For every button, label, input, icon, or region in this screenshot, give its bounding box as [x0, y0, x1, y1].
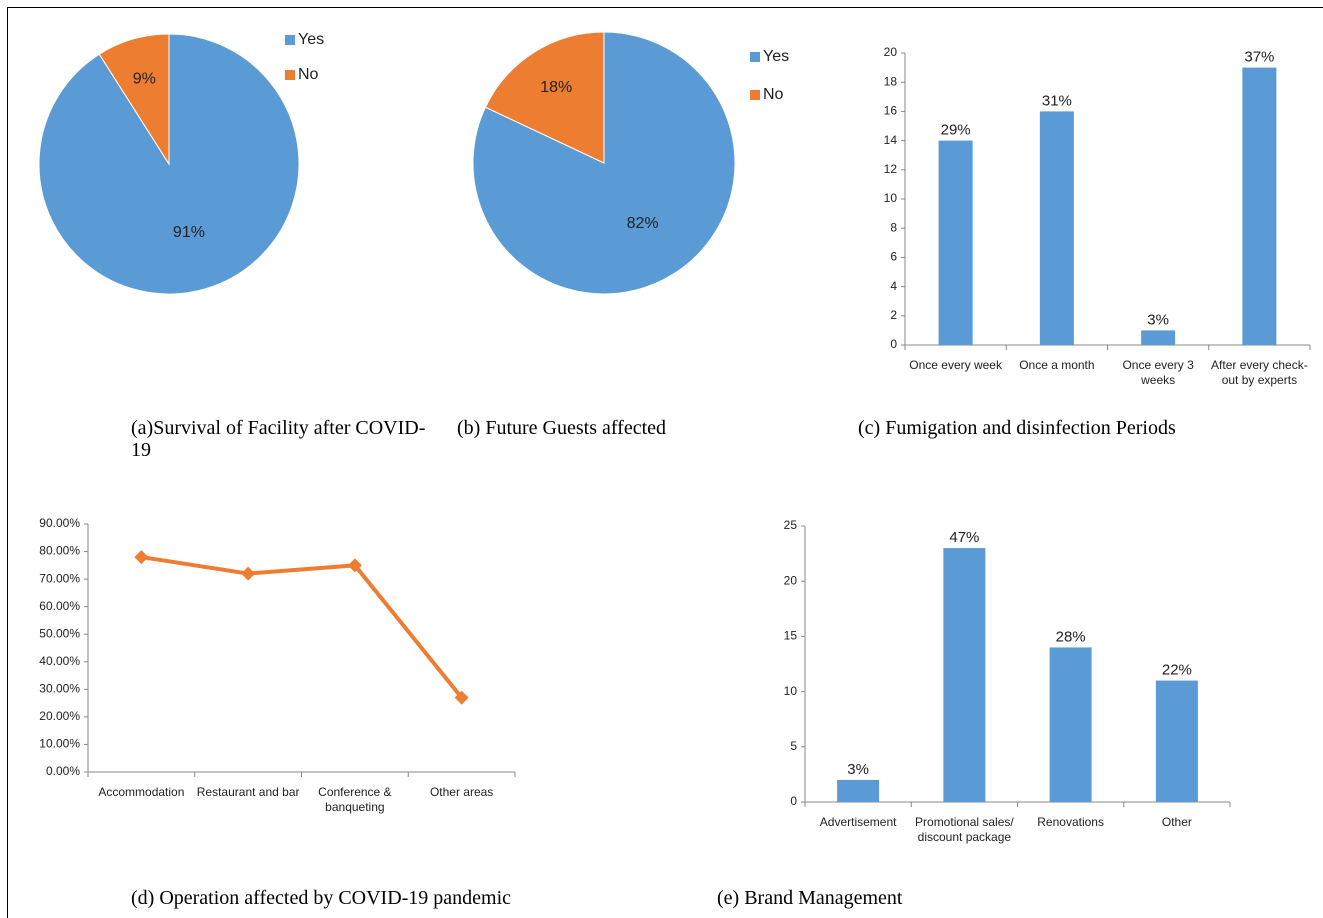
x-tick-label: Advertisement — [819, 815, 897, 829]
x-tick-label: Promotional sales/ discount package — [915, 815, 1014, 844]
bar — [1141, 330, 1176, 345]
line — [141, 555, 464, 699]
y-tick-label: 70.00% — [39, 571, 80, 585]
marker — [454, 690, 469, 705]
y-tick-label: 60.00% — [39, 599, 80, 613]
y-tick-label: 6 — [890, 250, 897, 264]
bar-annotation: 31% — [1042, 92, 1072, 109]
y-tick-label: 2 — [890, 308, 897, 322]
x-tick-label: Restaurant and bar — [196, 785, 300, 799]
marker — [241, 566, 256, 581]
y-tick-label: 30.00% — [39, 682, 80, 696]
y-tick-label: 90.00% — [39, 516, 80, 530]
legend-swatch — [285, 70, 295, 80]
y-tick-label: 20 — [884, 45, 898, 59]
x-tick-label: Conference & banqueting — [318, 785, 392, 814]
frame — [7, 7, 1323, 918]
legend-swatch — [285, 35, 295, 45]
y-tick-label: 0 — [790, 794, 797, 808]
legend-label: No — [298, 66, 319, 83]
caption: (b) Future Guests affected — [457, 417, 667, 439]
legend-label: No — [763, 86, 784, 103]
slice-label: 9% — [133, 70, 156, 87]
bar-annotation: 29% — [941, 122, 971, 139]
bar — [938, 140, 973, 345]
x-tick-label: Accommodation — [98, 785, 185, 799]
y-tick-label: 0 — [890, 337, 897, 351]
legend-swatch — [750, 90, 760, 100]
bar-annotation: 3% — [847, 761, 869, 778]
y-tick-label: 25 — [784, 518, 798, 532]
y-tick-label: 10 — [784, 684, 798, 698]
y-tick-label: 12 — [884, 162, 898, 176]
bar — [1039, 111, 1074, 346]
legend-label: Yes — [298, 31, 324, 48]
pie-slice — [484, 31, 605, 164]
x-tick-label: Renovations — [1037, 815, 1104, 829]
bar — [1049, 647, 1092, 802]
caption: (c) Fumigation and disinfection Periods — [858, 417, 1176, 439]
bar-annotation: 37% — [1244, 49, 1274, 66]
y-tick-label: 8 — [890, 220, 897, 234]
bar-annotation: 3% — [1147, 311, 1169, 328]
caption: (e) Brand Management — [717, 887, 903, 909]
bar — [837, 779, 880, 802]
y-tick-label: 18 — [884, 74, 898, 88]
pie-slice — [38, 33, 300, 295]
caption: (d) Operation affected by COVID-19 pande… — [131, 887, 512, 909]
slice-label: 91% — [173, 224, 205, 241]
y-tick-label: 16 — [884, 104, 898, 118]
bar-annotation: 47% — [949, 529, 979, 546]
bar-annotation: 28% — [1056, 628, 1086, 645]
bar — [1155, 680, 1198, 802]
x-tick-label: Other areas — [429, 785, 494, 799]
slice-label: 82% — [627, 215, 659, 232]
pie-slice — [98, 33, 170, 166]
y-tick-label: 40.00% — [39, 654, 80, 668]
x-tick-label: Other — [1161, 815, 1192, 829]
pie-slice — [472, 31, 736, 295]
x-tick-label: Once every week — [909, 358, 1002, 372]
y-tick-label: 5 — [790, 739, 797, 753]
x-tick-label: Once a month — [1019, 358, 1095, 372]
legend-swatch — [750, 52, 760, 62]
caption: (a)Survival of Facility after COVID-19 — [131, 417, 426, 461]
marker — [347, 558, 362, 573]
y-tick-label: 20.00% — [39, 709, 80, 723]
bar-annotation: 22% — [1162, 662, 1192, 679]
marker — [134, 550, 149, 565]
slice-label: 18% — [540, 79, 572, 96]
legend-label: Yes — [763, 48, 789, 65]
bar — [943, 548, 986, 802]
y-tick-label: 0.00% — [46, 764, 80, 778]
y-tick-label: 4 — [890, 279, 897, 293]
bar — [1242, 67, 1277, 345]
y-tick-label: 14 — [884, 133, 898, 147]
y-tick-label: 80.00% — [39, 544, 80, 558]
y-tick-label: 10 — [884, 191, 898, 205]
y-tick-label: 10.00% — [39, 737, 80, 751]
y-tick-label: 20 — [784, 573, 798, 587]
y-tick-label: 15 — [784, 629, 798, 643]
x-tick-label: Once every 3 weeks — [1122, 358, 1194, 387]
x-tick-label: After every check-out by experts — [1211, 358, 1308, 387]
y-tick-label: 50.00% — [39, 626, 80, 640]
